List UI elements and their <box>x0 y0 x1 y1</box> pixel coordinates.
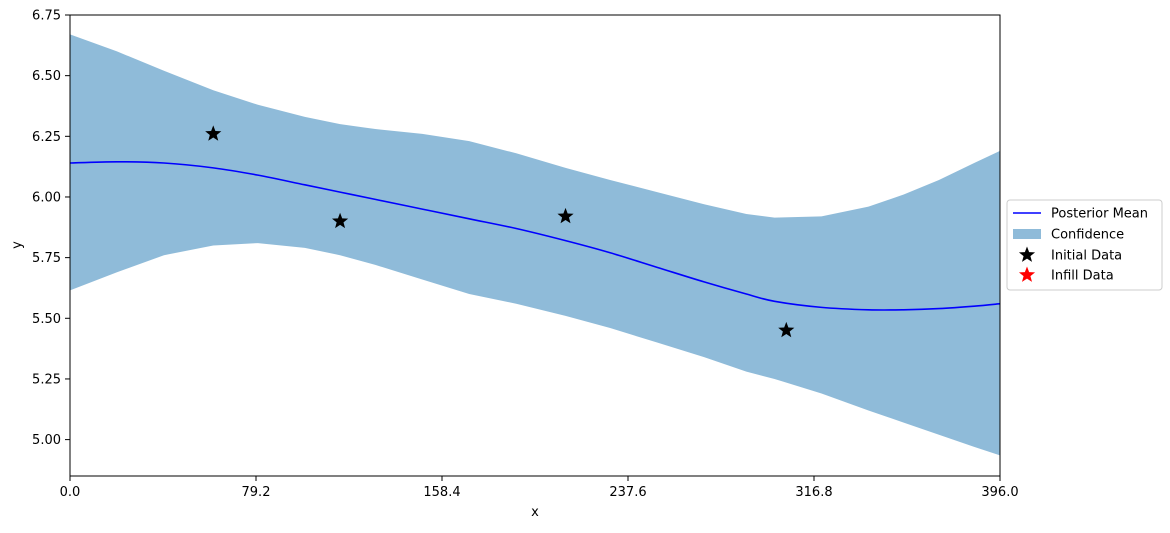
confidence-band <box>70 34 1000 456</box>
y-tick-label: 5.75 <box>32 251 61 266</box>
x-tick-label: 0.0 <box>60 485 81 500</box>
plot-area <box>69 34 1001 456</box>
y-axis: 5.00 5.25 5.50 5.75 6.00 6.25 6.50 6.75 <box>32 9 70 448</box>
y-tick-label: 6.50 <box>32 69 61 84</box>
x-tick-label: 158.4 <box>423 485 460 500</box>
legend-label-infill-data: Infill Data <box>1051 269 1114 284</box>
y-tick-label: 6.00 <box>32 190 61 205</box>
initial-data-point <box>778 321 795 338</box>
legend-label-initial-data: Initial Data <box>1051 249 1122 264</box>
y-tick-label: 6.75 <box>32 9 61 24</box>
legend-label-posterior-mean: Posterior Mean <box>1051 207 1148 222</box>
x-tick-label: 79.2 <box>242 485 271 500</box>
legend-frame <box>1006 199 1163 291</box>
x-tick-label: 316.8 <box>795 485 832 500</box>
initial-data-point <box>331 212 349 229</box>
x-axis: 0.0 79.2 158.4 237.6 316.8 396.0 <box>60 476 1019 500</box>
y-tick-label: 6.25 <box>32 130 61 145</box>
x-tick-label: 237.6 <box>609 485 646 500</box>
legend-label-confidence: Confidence <box>1051 228 1124 243</box>
y-tick-label: 5.00 <box>32 433 61 448</box>
legend-swatch-initial-data <box>1018 246 1036 262</box>
posterior-mean-line <box>69 160 1001 311</box>
y-tick-label: 5.50 <box>32 312 61 327</box>
x-axis-label: x <box>531 505 539 520</box>
legend-swatch-confidence <box>1013 229 1041 239</box>
initial-data-point <box>205 125 222 141</box>
legend-swatch-infill-data <box>1018 266 1036 282</box>
initial-data-point <box>557 207 574 224</box>
y-axis-label: y <box>10 241 25 249</box>
y-tick-label: 5.25 <box>32 372 61 387</box>
plot-frame <box>69 14 1001 477</box>
x-tick-label: 396.0 <box>981 485 1018 500</box>
legend: Posterior Mean Confidence Initial Data Infi… <box>1006 199 1163 291</box>
